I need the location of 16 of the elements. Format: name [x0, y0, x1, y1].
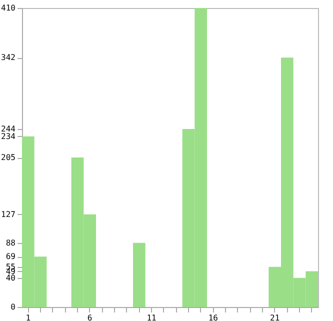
y-tick-label: 234 — [1, 132, 16, 141]
x-tick-label: 6 — [87, 314, 92, 321]
y-tick-label: 69 — [6, 252, 16, 262]
x-tick-label: 21 — [270, 314, 280, 321]
y-tick-label: 127 — [1, 210, 16, 219]
y-tick-label: 88 — [6, 238, 16, 248]
y-tick-label: 40 — [6, 273, 16, 282]
y-tick-label: 342 — [1, 53, 16, 62]
x-tick-label: 11 — [146, 314, 156, 321]
x-tick-label: 1 — [26, 314, 31, 321]
y-tick-label: 244 — [1, 124, 16, 134]
y-tick-label: 205 — [1, 153, 16, 162]
y-tick-label: 410 — [1, 4, 16, 12]
x-tick-label: 16 — [208, 314, 218, 321]
y-tick-label: 0 — [10, 302, 16, 312]
bar — [133, 242, 146, 307]
